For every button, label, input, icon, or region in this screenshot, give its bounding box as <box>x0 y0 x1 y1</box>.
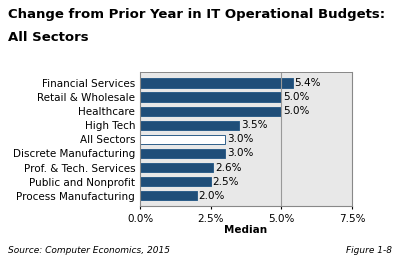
Text: 5.0%: 5.0% <box>283 92 310 102</box>
Bar <box>140 92 281 102</box>
Bar <box>140 135 225 144</box>
Text: Change from Prior Year in IT Operational Budgets:: Change from Prior Year in IT Operational… <box>8 8 385 21</box>
Text: Source: Computer Economics, 2015: Source: Computer Economics, 2015 <box>8 246 170 255</box>
Text: 5.4%: 5.4% <box>295 78 321 88</box>
Text: All Sectors: All Sectors <box>8 31 89 44</box>
Text: 2.5%: 2.5% <box>213 177 239 187</box>
Bar <box>140 78 293 87</box>
Text: Figure 1-8: Figure 1-8 <box>346 246 392 255</box>
Bar <box>140 121 239 130</box>
Bar <box>140 107 281 116</box>
Bar <box>140 191 196 200</box>
Bar <box>140 177 211 186</box>
X-axis label: Median: Median <box>224 225 268 236</box>
Text: 3.0%: 3.0% <box>227 134 253 144</box>
Text: 2.6%: 2.6% <box>216 163 242 173</box>
Bar <box>140 149 225 158</box>
Text: 5.0%: 5.0% <box>283 106 310 116</box>
Text: 3.0%: 3.0% <box>227 148 253 158</box>
Text: 2.0%: 2.0% <box>198 191 225 201</box>
Text: 3.5%: 3.5% <box>241 120 268 130</box>
Bar <box>140 163 214 172</box>
